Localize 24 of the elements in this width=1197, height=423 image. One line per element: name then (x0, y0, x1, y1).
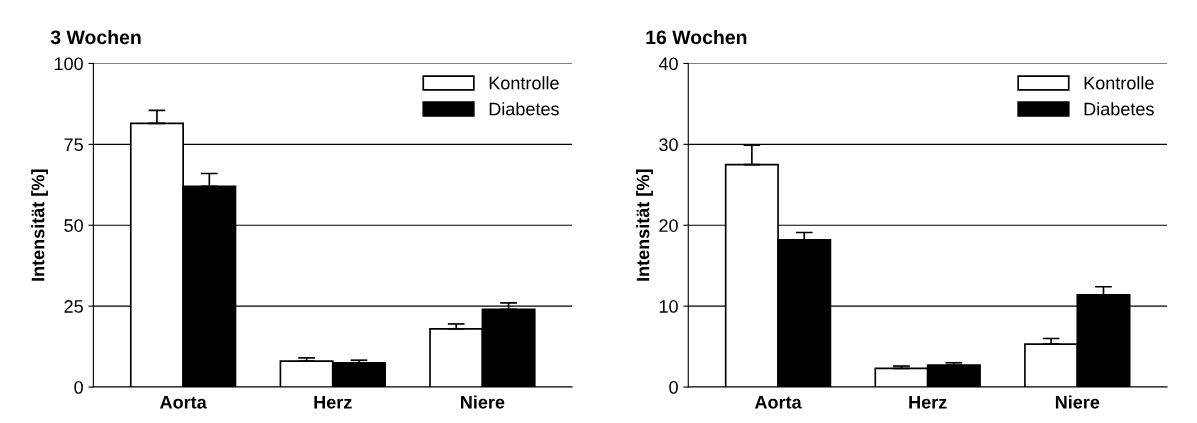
x-tick-label: Niere (1055, 395, 1100, 409)
y-tick-label: 10 (659, 300, 678, 313)
y-tick-label: 40 (658, 57, 678, 71)
y-tick-label: 25 (64, 300, 83, 313)
y-axis-title: Intensität [%] (31, 169, 48, 281)
y-tick-label: 100 (54, 57, 83, 71)
y-tick-label: 50 (64, 219, 83, 232)
x-tick-label: Herz (909, 396, 947, 409)
x-tick-label: Herz (314, 396, 352, 409)
y-tick-label: 20 (659, 219, 678, 232)
y-axis-title: Intensität [%] (636, 169, 653, 281)
y-tick-label: 0 (74, 380, 83, 394)
chart-title: 16 Wochen (646, 29, 747, 45)
legend-label: Kontrolle (1084, 76, 1154, 90)
y-tick-label: 0 (669, 380, 678, 394)
legend-label: Diabetes (489, 102, 559, 116)
legend-label: Kontrolle (489, 76, 559, 90)
chart-title: 3 Wochen (50, 29, 141, 45)
x-tick-label: Aorta (754, 396, 802, 409)
y-tick-label: 75 (64, 138, 83, 152)
y-tick-label: 30 (659, 138, 678, 152)
x-tick-label: Aorta (160, 396, 207, 409)
x-tick-label: Niere (461, 395, 505, 409)
legend-label: Diabetes (1084, 102, 1154, 116)
